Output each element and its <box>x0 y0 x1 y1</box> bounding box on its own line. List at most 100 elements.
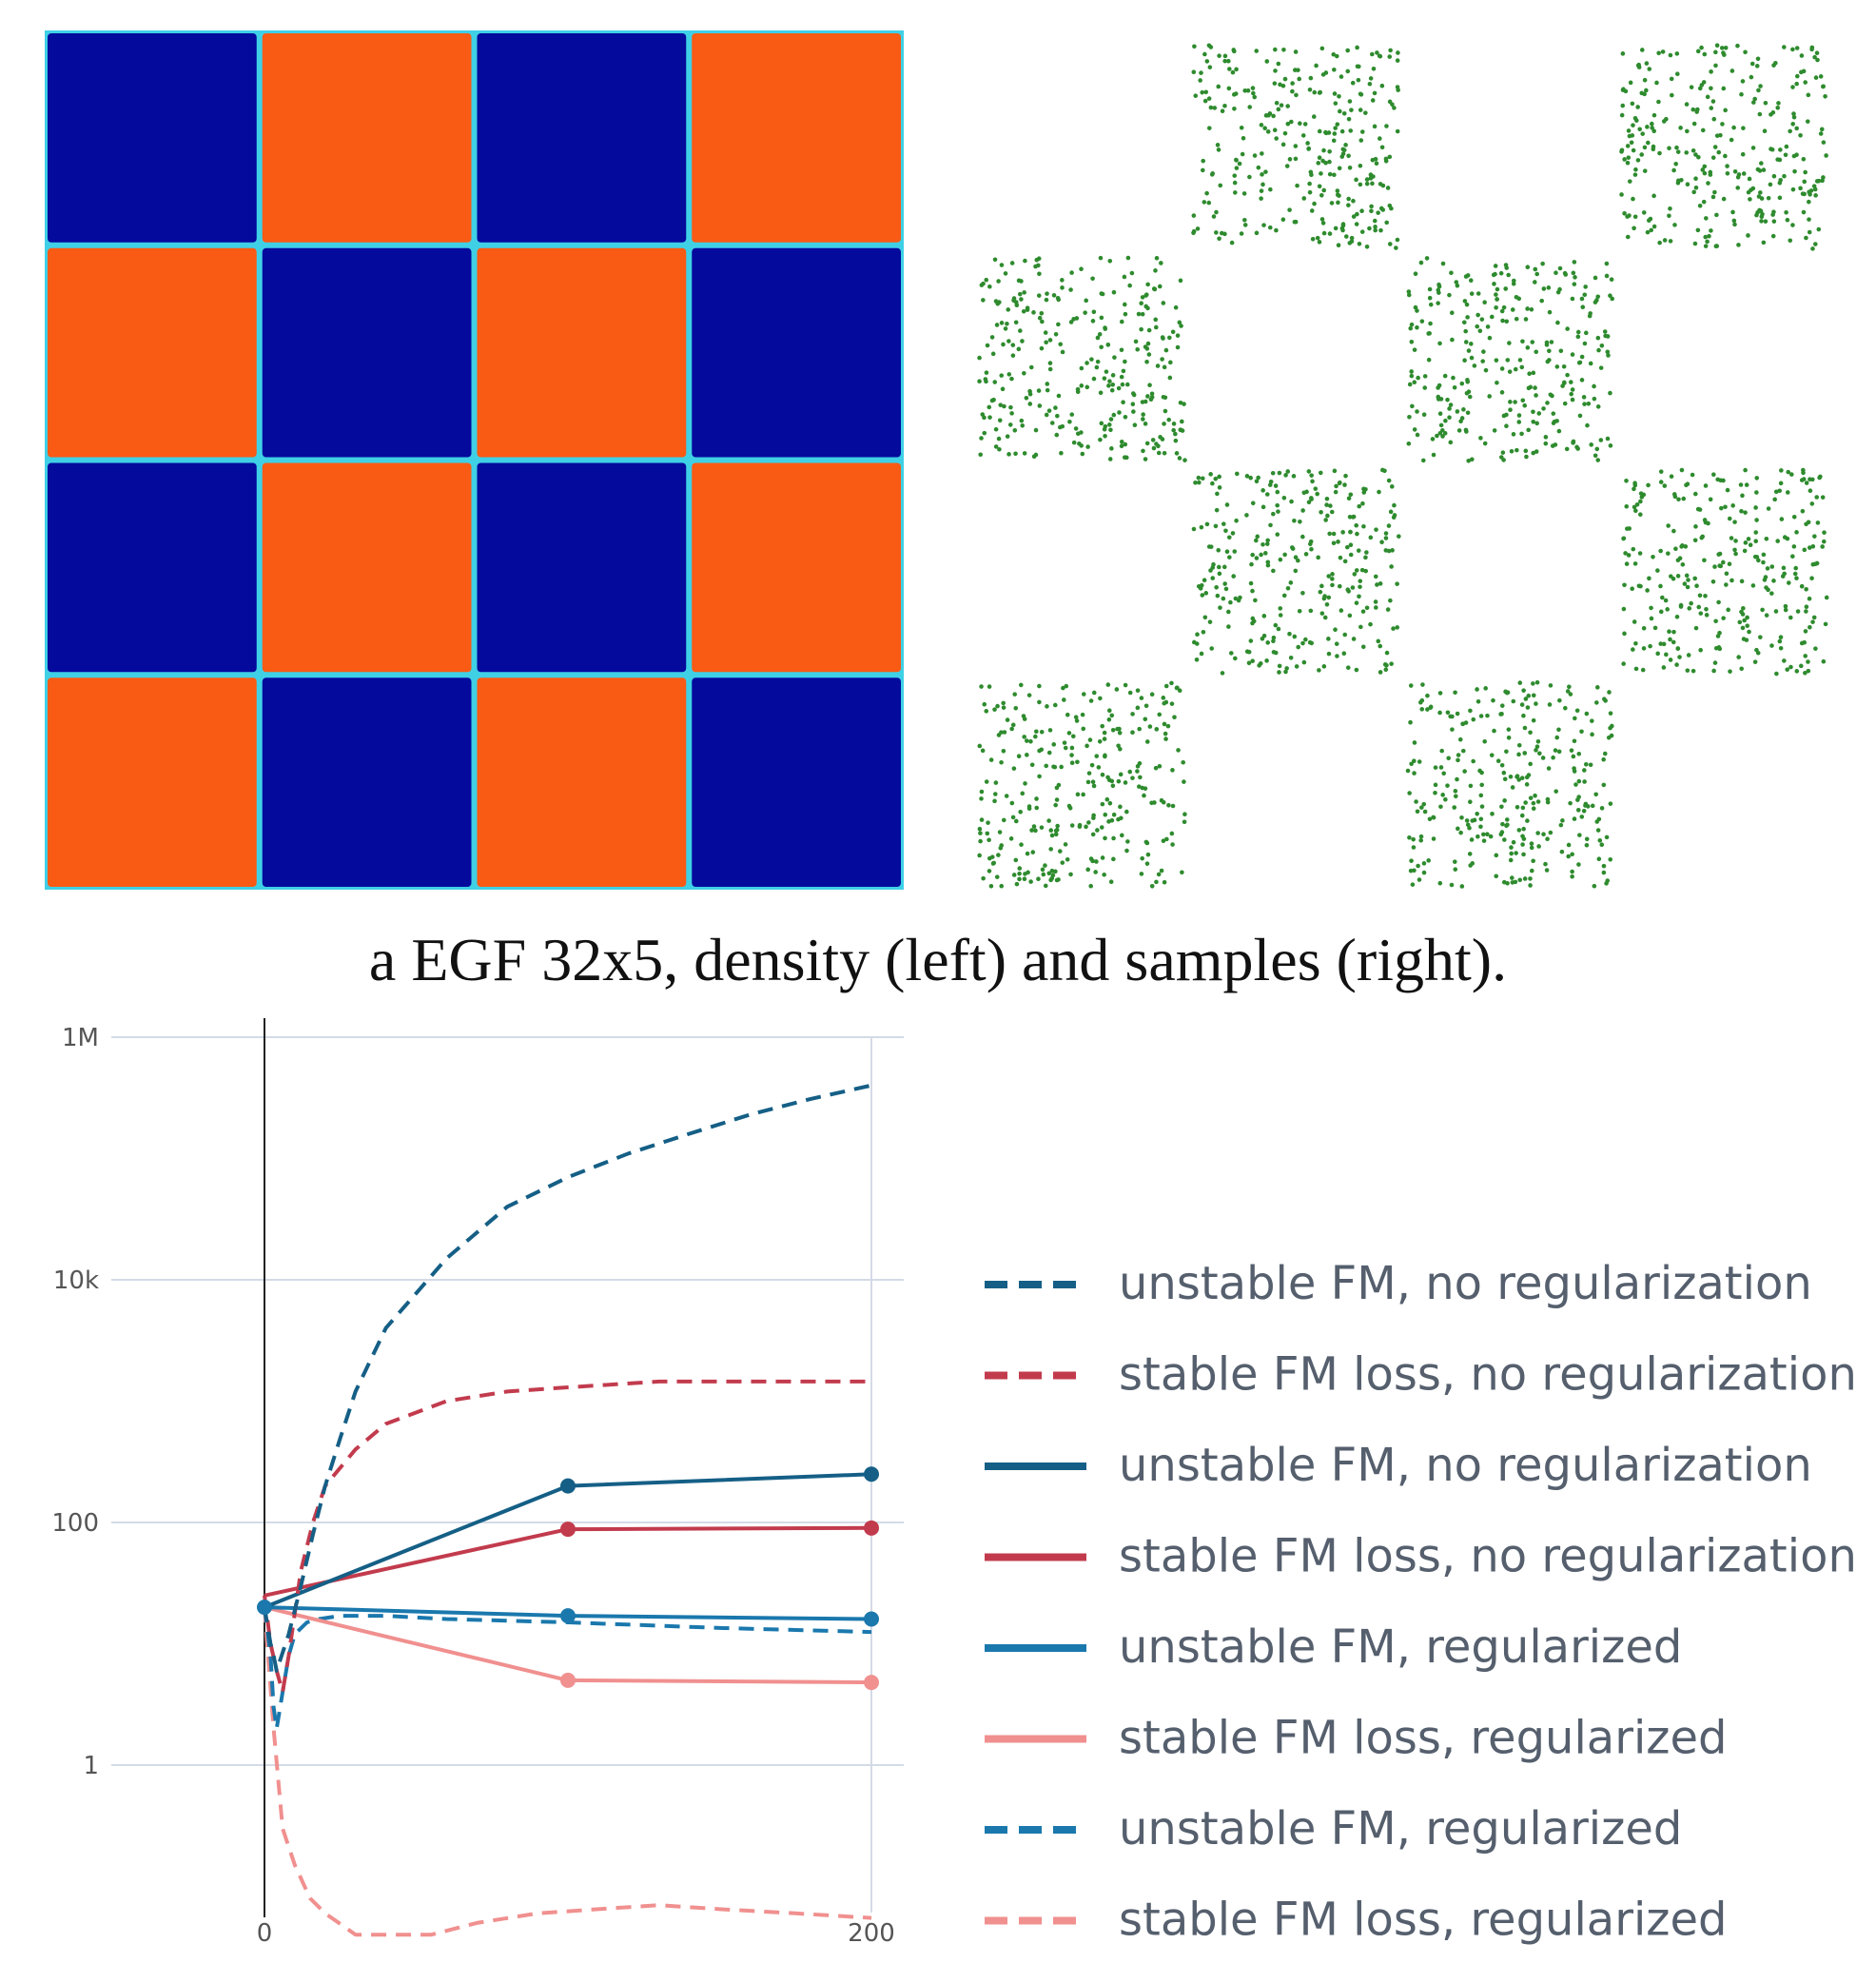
sample-point <box>1433 765 1438 770</box>
sample-point <box>1632 504 1637 510</box>
sample-point <box>1389 661 1394 666</box>
sample-point <box>1226 609 1231 615</box>
sample-point <box>1544 868 1550 873</box>
sample-point <box>984 277 989 283</box>
sample-point <box>1528 384 1534 390</box>
sample-point <box>1163 408 1168 414</box>
sample-point <box>1052 702 1058 708</box>
sample-point <box>1334 641 1339 646</box>
sample-point <box>1468 799 1473 805</box>
sample-point <box>1568 800 1573 806</box>
sample-point <box>1536 844 1541 849</box>
sample-point <box>1002 403 1006 409</box>
sample-point <box>1667 213 1671 219</box>
sample-point <box>1533 280 1537 285</box>
sample-point <box>1116 816 1121 822</box>
sample-point <box>1713 63 1718 69</box>
sample-point <box>1080 712 1085 717</box>
sample-point <box>992 380 998 384</box>
sample-point <box>1301 196 1307 201</box>
sample-point <box>1357 241 1362 246</box>
sample-point <box>1055 823 1060 829</box>
sample-point <box>1572 282 1577 286</box>
series-marker <box>560 1478 576 1494</box>
sample-point <box>1036 388 1042 393</box>
sample-point <box>1153 317 1159 323</box>
series-marker <box>864 1675 879 1691</box>
sample-point <box>1346 203 1351 207</box>
sample-point <box>1300 640 1305 646</box>
series-line <box>263 1606 872 1937</box>
sample-point <box>1510 880 1515 885</box>
sample-point <box>1162 450 1167 456</box>
sample-point <box>1732 547 1737 553</box>
sample-point <box>1685 668 1690 673</box>
sample-point <box>1469 355 1475 361</box>
sample-point <box>1040 867 1045 873</box>
sample-point <box>1226 624 1231 629</box>
sample-point <box>1758 635 1763 639</box>
sample-point <box>1487 394 1492 399</box>
sample-point <box>1256 165 1261 170</box>
sample-point <box>1179 324 1183 328</box>
sample-point <box>1594 298 1599 303</box>
sample-point <box>1163 683 1169 689</box>
sample-point <box>1231 574 1236 579</box>
sample-point <box>1570 387 1575 392</box>
sample-point <box>984 370 989 375</box>
sample-point <box>1551 411 1556 416</box>
sample-point <box>1198 78 1202 83</box>
sample-point <box>1536 411 1542 416</box>
sample-point <box>1275 502 1280 508</box>
sample-point <box>1039 729 1045 735</box>
sample-point <box>1640 131 1646 136</box>
sample-point <box>1535 831 1540 835</box>
sample-point <box>1452 859 1457 864</box>
sample-point <box>1773 489 1779 495</box>
sample-point <box>1709 106 1714 110</box>
sample-point <box>1794 73 1800 79</box>
sample-point <box>1182 819 1187 825</box>
sample-point <box>1508 400 1513 404</box>
sample-point <box>1517 680 1523 685</box>
sample-point <box>1450 714 1455 719</box>
sample-point <box>1693 524 1698 529</box>
sample-point <box>1130 712 1135 717</box>
sample-point <box>1319 46 1325 51</box>
sample-point <box>1813 646 1818 651</box>
sample-point <box>1001 748 1006 754</box>
sample-point <box>1428 321 1433 326</box>
sample-point <box>1162 364 1167 370</box>
sample-point <box>1378 670 1383 675</box>
sample-point <box>1599 842 1605 848</box>
sample-point <box>981 875 986 881</box>
sample-point <box>1782 658 1787 663</box>
sample-point <box>1502 837 1507 842</box>
sample-point <box>1707 233 1711 239</box>
sample-point <box>997 418 1003 423</box>
sample-point <box>1274 227 1279 233</box>
sample-point <box>1475 811 1479 816</box>
sample-point <box>1440 261 1446 266</box>
sample-point <box>1317 128 1322 134</box>
sample-point <box>1200 593 1205 598</box>
sample-point <box>1455 776 1459 782</box>
sample-point <box>1658 583 1663 589</box>
sample-point <box>1531 450 1536 456</box>
sample-point <box>1516 752 1521 757</box>
sample-point <box>1005 321 1009 326</box>
sample-point <box>1803 629 1808 634</box>
sample-point <box>1525 265 1531 270</box>
sample-point <box>1572 260 1577 265</box>
sample-point <box>1174 685 1180 691</box>
sample-point <box>1590 718 1594 723</box>
sample-point <box>1159 261 1163 265</box>
sample-point <box>1157 712 1163 717</box>
sample-point <box>1433 782 1438 788</box>
sample-point <box>1244 513 1249 518</box>
sample-point <box>1761 240 1767 245</box>
sample-point <box>1162 422 1166 426</box>
sample-point <box>1818 74 1824 79</box>
sample-point <box>1111 289 1117 295</box>
sample-point <box>1558 348 1564 354</box>
